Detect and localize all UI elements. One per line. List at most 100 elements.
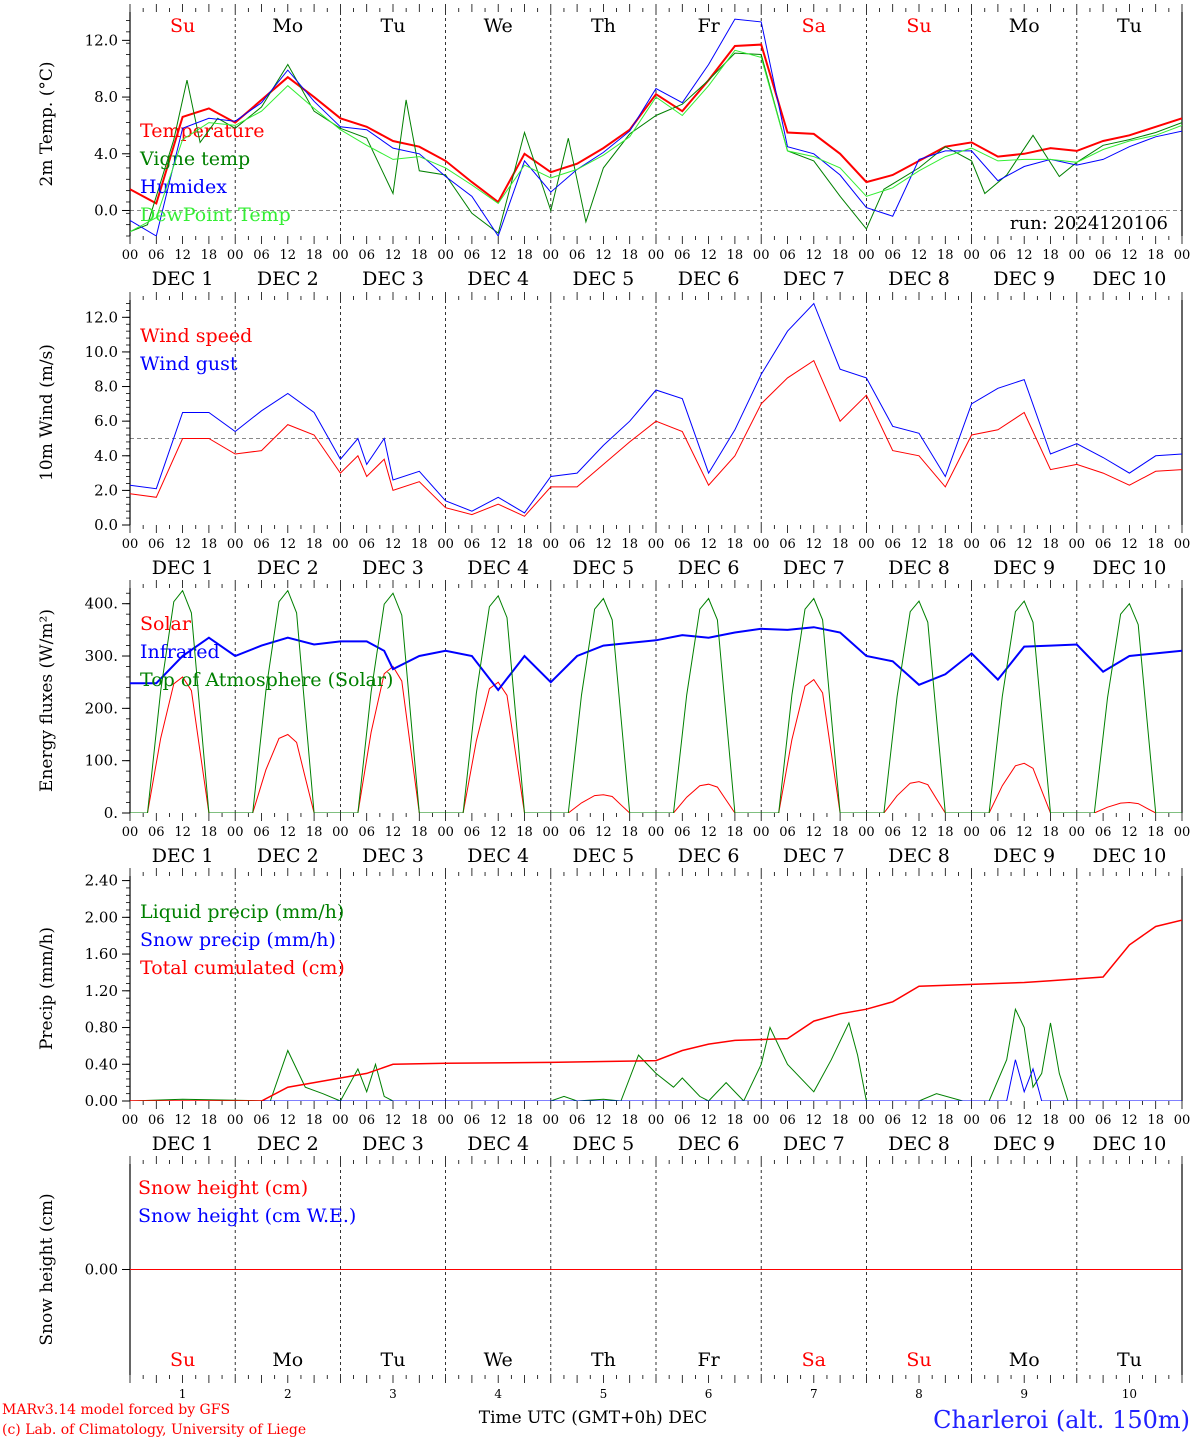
day-label: DEC 2 [257, 1133, 319, 1155]
hour-label: 06 [674, 248, 691, 263]
day-number: 4 [494, 1387, 502, 1401]
hour-label: 06 [779, 825, 796, 840]
hour-label: 12 [1121, 1113, 1138, 1128]
hour-label: 18 [621, 1113, 638, 1128]
day-label: DEC 2 [257, 845, 319, 867]
day-label: DEC 4 [467, 1133, 529, 1155]
day-label: DEC 6 [678, 845, 740, 867]
hour-label: 18 [1042, 1113, 1059, 1128]
y-tick-label: 0.0 [94, 516, 118, 534]
weekday-letter: Tu [1117, 15, 1142, 37]
panel-snow: 0.00 Snow height (cm) Snow height (cm) Snow… [37, 1156, 1183, 1401]
hour-label: 00 [122, 1113, 139, 1128]
weekday-letter-bottom: Mo [1009, 1349, 1040, 1371]
day-label: DEC 9 [993, 1133, 1055, 1155]
hour-label: 06 [569, 825, 586, 840]
hour-label: 18 [306, 248, 323, 263]
hour-label: 18 [621, 537, 638, 552]
day-label: DEC 6 [678, 1133, 740, 1155]
hour-label: 00 [122, 537, 139, 552]
hour-label: 18 [411, 248, 428, 263]
weekday-letter: Th [591, 15, 616, 37]
y-tick-label: 12.0 [85, 31, 118, 49]
hour-label: 06 [674, 537, 691, 552]
hour-label: 00 [332, 537, 349, 552]
y-axis-label: Precip (mm/h) [37, 927, 57, 1050]
hour-label: 00 [227, 537, 244, 552]
hour-label: 00 [963, 1113, 980, 1128]
hour-label: 06 [779, 1113, 796, 1128]
hour-label: 18 [201, 825, 218, 840]
hour-label: 12 [1016, 1113, 1033, 1128]
hour-label: 00 [543, 825, 560, 840]
weekday-letter: Su [906, 15, 931, 37]
footer-model-credit: MARv3.14 model forced by GFS [2, 1402, 230, 1418]
hour-label: 12 [1016, 537, 1033, 552]
hour-label: 00 [1174, 825, 1191, 840]
hour-label: 00 [1069, 537, 1086, 552]
day-number: 10 [1122, 1387, 1137, 1401]
hour-label: 06 [358, 248, 375, 263]
hour-label: 18 [832, 537, 849, 552]
hour-label: 12 [490, 1113, 507, 1128]
hour-label: 00 [332, 248, 349, 263]
hour-label: 06 [569, 248, 586, 263]
hour-label: 18 [306, 537, 323, 552]
hour-label: 12 [280, 537, 297, 552]
hour-label: 00 [437, 537, 454, 552]
hour-label: 18 [306, 825, 323, 840]
legend-entry: Top of Atmosphere (Solar) [140, 669, 393, 691]
weekday-letter-bottom: Sa [802, 1349, 826, 1371]
hour-label: 18 [1147, 248, 1164, 263]
legend-entry: Snow height (cm) [138, 1177, 308, 1199]
hour-label: 12 [911, 1113, 928, 1128]
y-axis-label: Energy fluxes (W/m²) [37, 609, 57, 792]
hour-label: 00 [963, 248, 980, 263]
weekday-letter: Mo [1009, 15, 1040, 37]
y-tick-label: 12.0 [85, 308, 118, 326]
y-tick-label: 2.0 [94, 481, 118, 499]
legend-entry: Snow precip (mm/h) [140, 929, 336, 951]
hour-label: 06 [990, 248, 1007, 263]
hour-label: 12 [806, 825, 823, 840]
day-label: DEC 1 [152, 845, 214, 867]
day-label: DEC 5 [573, 557, 635, 579]
hour-label: 18 [411, 537, 428, 552]
hour-label: 12 [174, 825, 191, 840]
day-number: 3 [389, 1387, 397, 1401]
day-label: DEC 2 [257, 557, 319, 579]
day-label: DEC 5 [573, 1133, 635, 1155]
hour-label: 00 [858, 248, 875, 263]
hour-label: 06 [358, 825, 375, 840]
hour-label: 06 [253, 825, 270, 840]
day-label: DEC 8 [888, 1133, 950, 1155]
hour-label: 06 [253, 1113, 270, 1128]
hour-label: 12 [1121, 537, 1138, 552]
hour-label: 18 [201, 537, 218, 552]
hour-label: 00 [648, 1113, 665, 1128]
day-number: 1 [179, 1387, 187, 1401]
weekday-letter-bottom: Su [906, 1349, 931, 1371]
day-label: DEC 6 [678, 268, 740, 290]
y-tick-label: 100. [85, 752, 118, 770]
hour-label: 12 [700, 248, 717, 263]
hour-label: 06 [1095, 1113, 1112, 1128]
hour-label: 00 [1069, 248, 1086, 263]
hour-label: 18 [621, 825, 638, 840]
hour-label: 18 [1147, 537, 1164, 552]
hour-label: 06 [253, 248, 270, 263]
hour-label: 00 [227, 1113, 244, 1128]
hour-label: 00 [858, 537, 875, 552]
hour-label: 06 [464, 248, 481, 263]
hour-label: 12 [806, 1113, 823, 1128]
day-label: DEC 10 [1092, 268, 1166, 290]
panel-wind: 0.0 2.0 4.0 6.0 8.0 10.0 12.0 10m Wind (m/s) 00 0… [37, 292, 1191, 579]
hour-label: 00 [1174, 537, 1191, 552]
hour-label: 18 [1042, 537, 1059, 552]
hour-label: 00 [227, 825, 244, 840]
legend-entry: Wind speed [140, 325, 252, 347]
hour-label: 00 [963, 825, 980, 840]
legend-entry: Liquid precip (mm/h) [140, 901, 344, 923]
